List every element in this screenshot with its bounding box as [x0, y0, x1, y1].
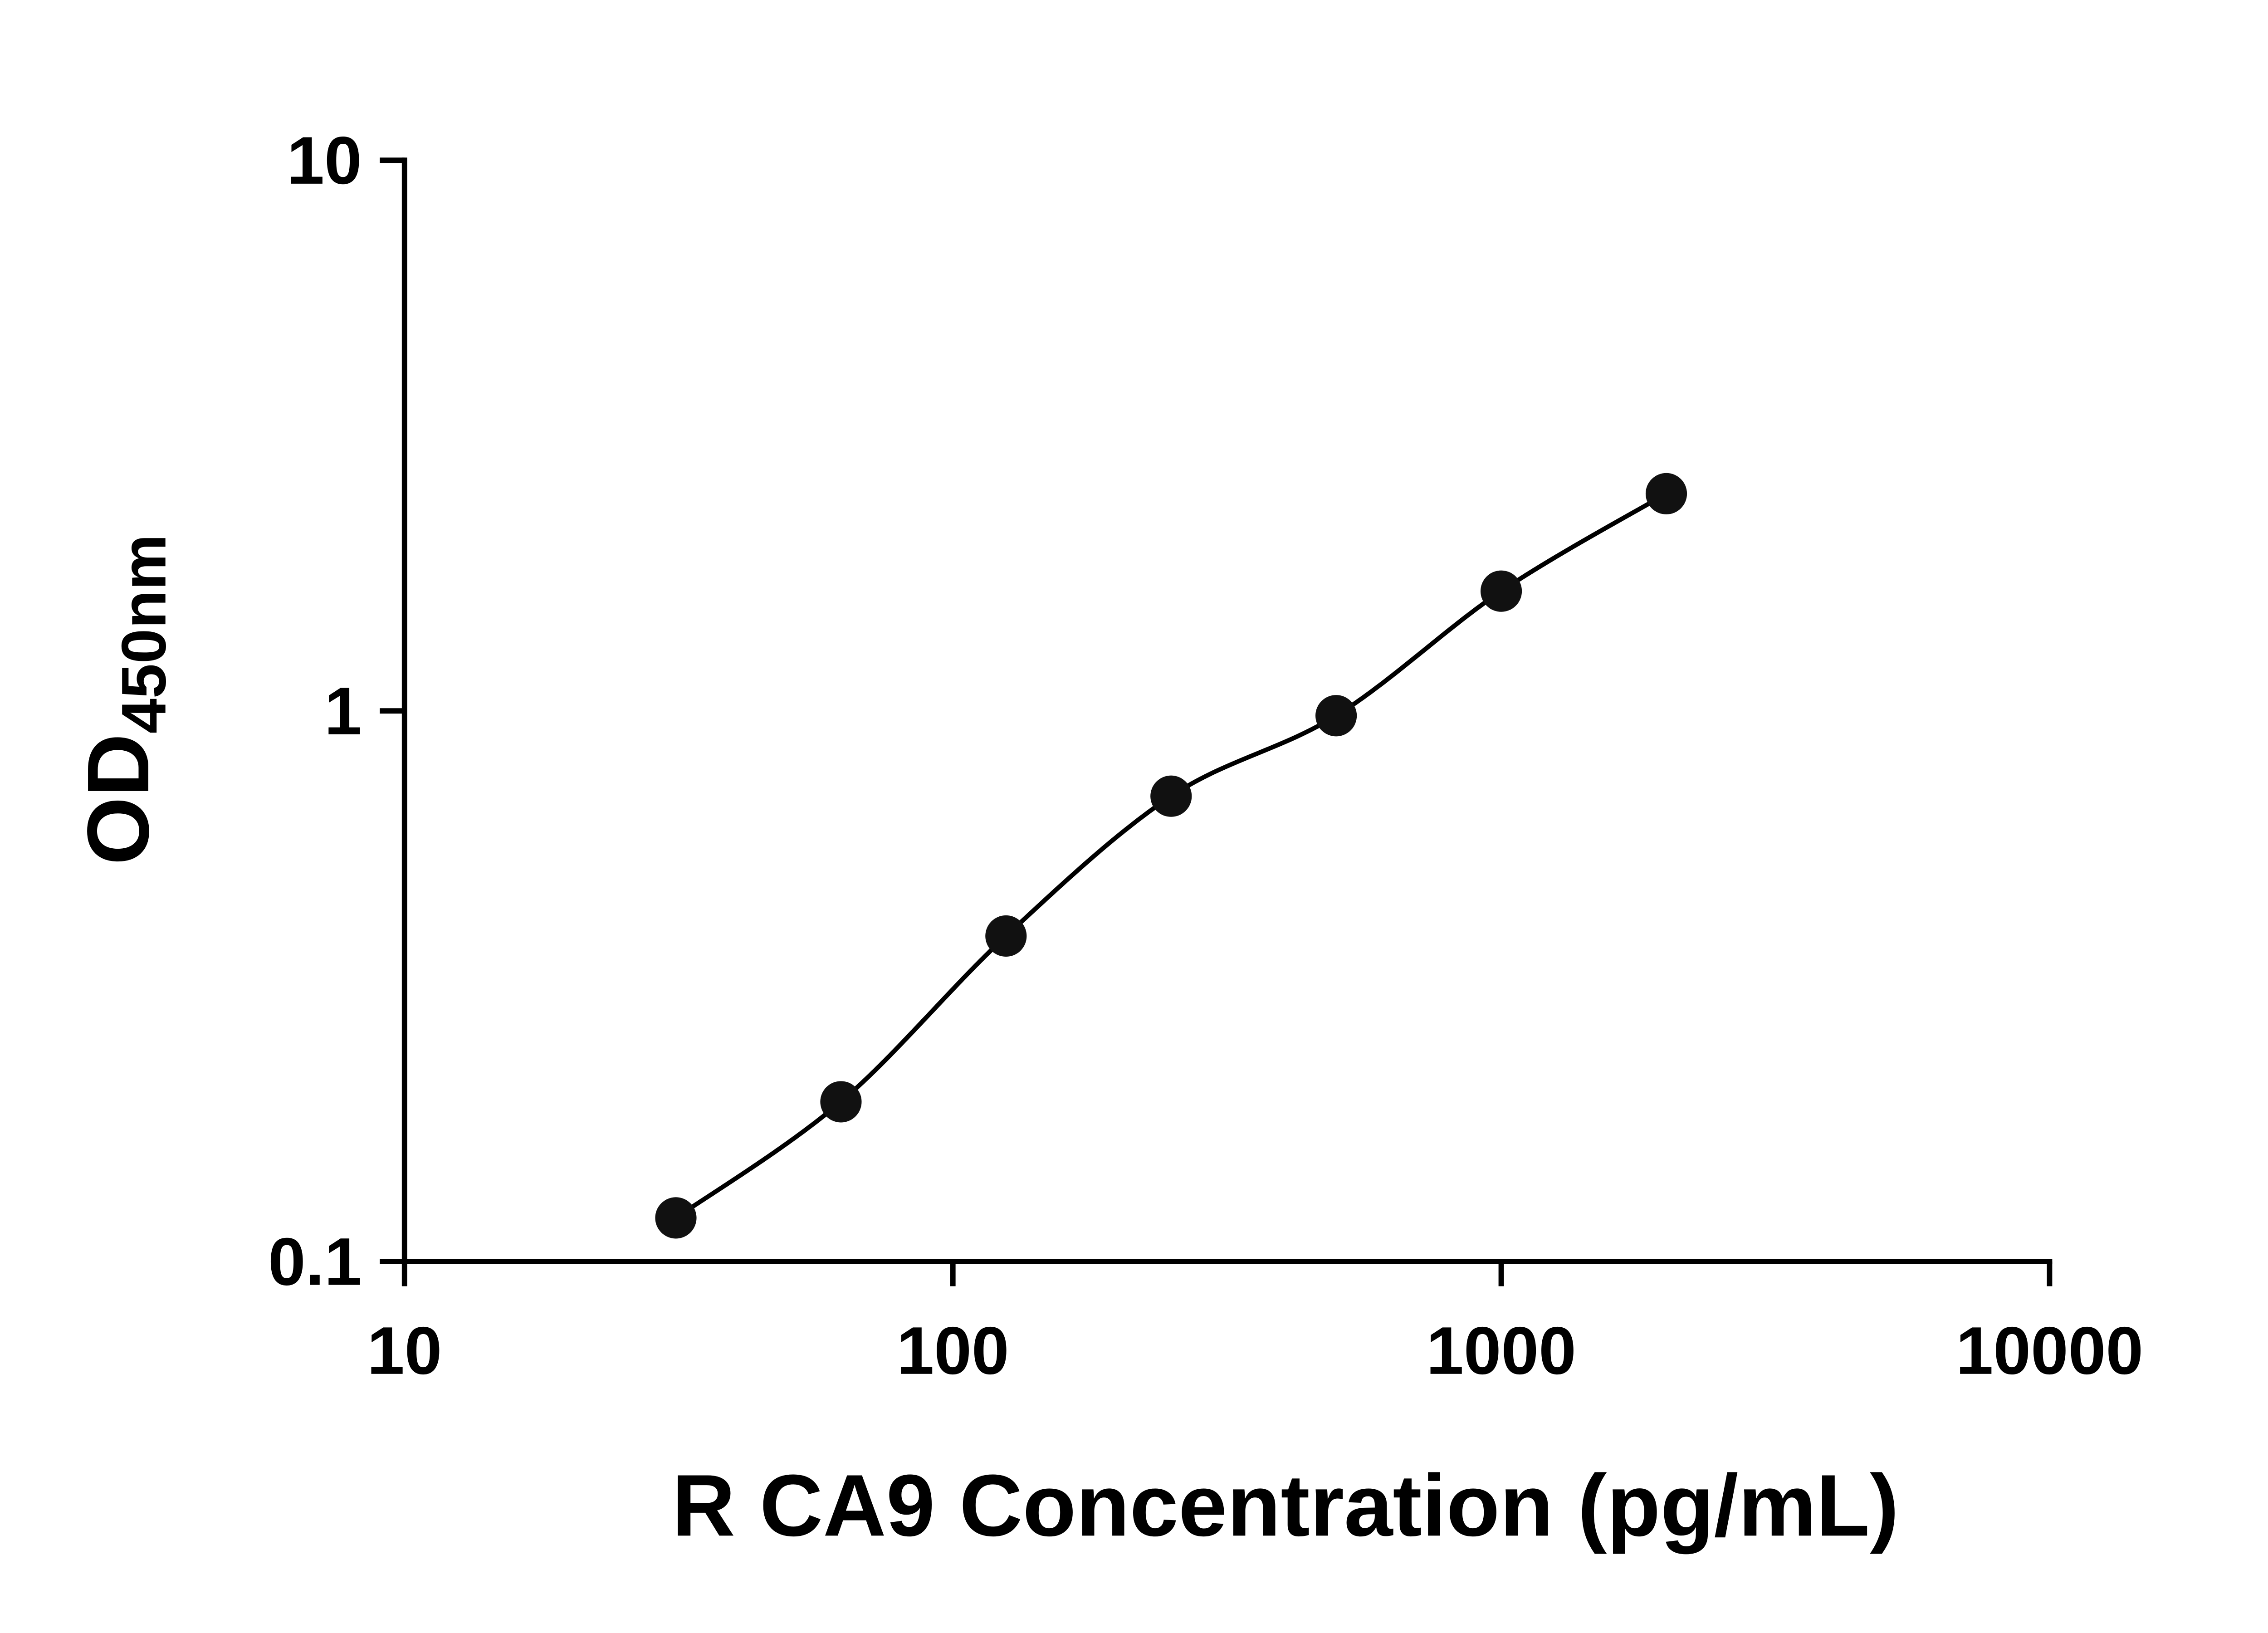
y-axis-title: OD450nm: [69, 534, 179, 865]
data-point: [1645, 473, 1687, 514]
y-tick-label: 10: [287, 123, 362, 198]
data-point: [820, 1081, 862, 1123]
y-axis-title-main: OD: [69, 733, 167, 865]
y-tick-label: 0.1: [268, 1224, 362, 1300]
data-point: [1315, 695, 1357, 737]
y-axis-title-sub: 450nm: [109, 534, 179, 734]
y-tick-label: 1: [324, 674, 362, 749]
data-point: [985, 915, 1027, 957]
x-tick-label: 10000: [1956, 1313, 2143, 1389]
data-point: [1480, 570, 1522, 612]
data-point: [655, 1197, 697, 1239]
x-tick-label: 1000: [1426, 1313, 1576, 1389]
x-axis-title: R CA9 Concentration (pg/mL): [672, 1456, 1899, 1554]
x-tick-label: 10: [367, 1313, 442, 1389]
x-tick-label: 100: [897, 1313, 1009, 1389]
data-point: [1150, 775, 1192, 817]
chart-background: [0, 7, 2268, 1626]
